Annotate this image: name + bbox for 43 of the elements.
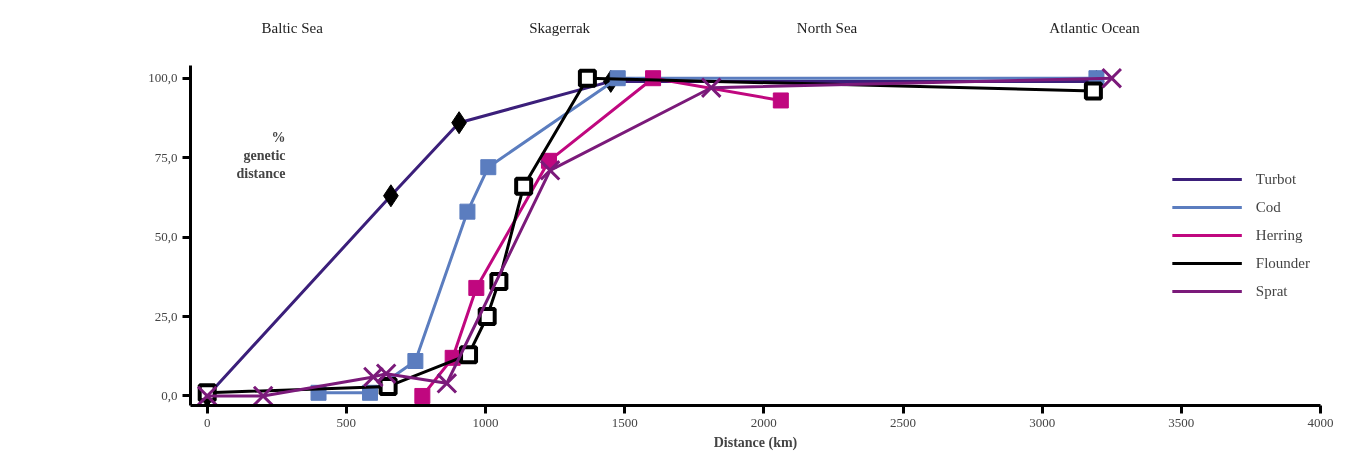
legend-label: Sprat — [1255, 282, 1288, 300]
legend-label: Herring — [1255, 226, 1303, 244]
point — [459, 203, 476, 220]
x-tick-label: 2500 — [890, 414, 917, 430]
x-tick-label: 4000 — [1307, 414, 1334, 430]
point — [414, 387, 431, 404]
x-tick-label: 1500 — [611, 414, 638, 430]
point — [407, 353, 424, 370]
point — [577, 68, 597, 88]
point — [252, 385, 274, 406]
point — [1101, 67, 1123, 89]
point — [436, 372, 458, 394]
x-tick-label: 0 — [203, 414, 211, 430]
y-tick-label: 75,0 — [154, 149, 178, 165]
point — [375, 363, 397, 385]
point — [459, 345, 479, 365]
x-tick-label: 3000 — [1029, 414, 1056, 430]
text: Skagerrak — [529, 20, 591, 36]
y-tick-label: 100,0 — [148, 70, 178, 86]
x-tick-label: 3500 — [1168, 414, 1195, 430]
text: Baltic Sea — [261, 20, 324, 36]
point — [539, 159, 561, 182]
point — [477, 307, 497, 327]
legend-label: Turbot — [1255, 170, 1297, 188]
y-axis-title: % genetic distance — [236, 130, 286, 181]
legend-label: Cod — [1255, 198, 1281, 216]
x-tick-label: 1000 — [472, 414, 499, 430]
point — [700, 77, 722, 99]
legend-label: Flounder — [1255, 254, 1310, 272]
y-tick-label: 25,0 — [154, 308, 178, 324]
point — [1083, 81, 1103, 101]
y-tick-label: 0,0 — [161, 387, 178, 403]
x-axis-title: Distance (km) — [713, 434, 798, 451]
point — [514, 176, 534, 196]
point — [362, 366, 385, 388]
x-tick-label: 500 — [336, 414, 357, 430]
text: Atlantic Ocean — [1049, 20, 1141, 36]
x-tick-label: 2000 — [750, 414, 777, 430]
point — [468, 279, 485, 296]
point — [772, 92, 789, 109]
point — [480, 159, 497, 176]
text: North Sea — [796, 20, 858, 36]
y-tick-label: 50,0 — [154, 229, 178, 245]
